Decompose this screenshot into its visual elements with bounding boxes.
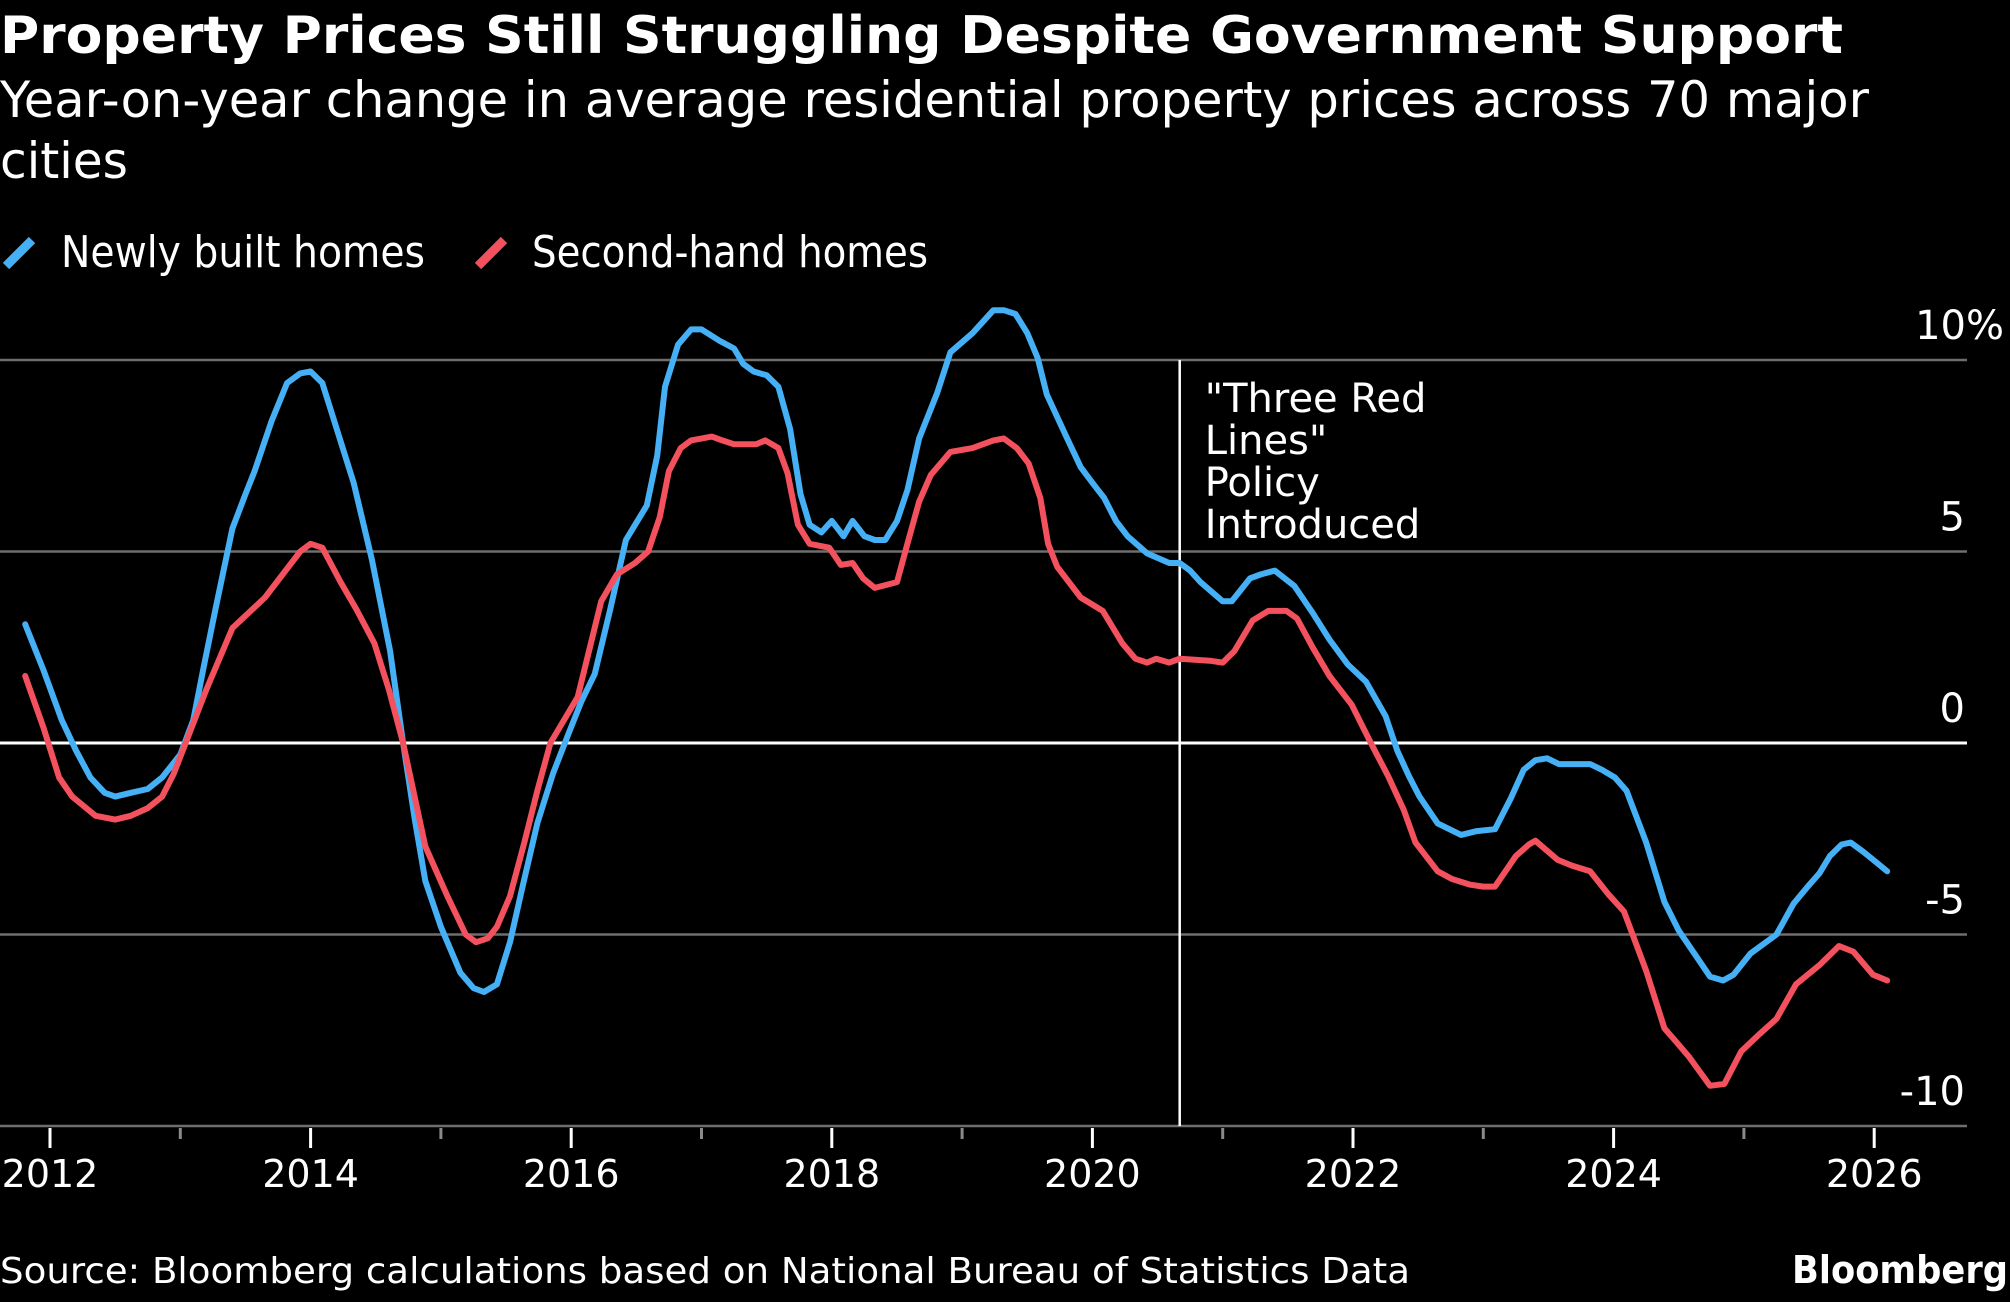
- chart-title: Property Prices Still Struggling Despite…: [0, 6, 1843, 66]
- blue-slash-legend-icon: [2, 236, 36, 270]
- x-tick-label: 2026: [1826, 1152, 1923, 1196]
- chart-subtitle-line-2: cities: [0, 132, 128, 190]
- bloomberg-logo: Bloomberg: [1792, 1248, 2008, 1292]
- x-tick-label: 2022: [1305, 1152, 1402, 1196]
- y-axis: 10% 5 0 -5 -10: [1900, 303, 2004, 1115]
- annotation-text-line: "Three Red: [1205, 376, 1427, 422]
- y-tick-label: 0: [1940, 686, 1965, 732]
- y-tick-label: 5: [1940, 495, 1965, 541]
- x-axis: 2012 2014 2016 2018 2020 2022 2026 2024: [2, 1128, 1923, 1196]
- x-tick-label: 2024: [1565, 1152, 1662, 1196]
- series-lines: [22, 307, 1891, 1089]
- red-slash-legend-icon: [474, 236, 508, 270]
- x-tick-label: 2016: [523, 1152, 620, 1196]
- chart-subtitle-line-1: Year-on-year change in average residenti…: [0, 71, 1869, 129]
- legend-label-second-hand: Second-hand homes: [532, 227, 928, 278]
- series-line-second-hand-homes: [22, 433, 1891, 1089]
- x-tick-label: 2014: [262, 1152, 359, 1196]
- y-tick-label: -10: [1900, 1069, 1965, 1115]
- y-tick-label: 10%: [1915, 303, 2004, 349]
- x-tick-label: 2020: [1044, 1152, 1141, 1196]
- annotation-text-line: Policy: [1205, 460, 1320, 506]
- gridlines: [0, 358, 1967, 1128]
- legend-label-newly-built: Newly built homes: [61, 227, 425, 278]
- x-tick-label: 2018: [783, 1152, 880, 1196]
- y-tick-label: -5: [1925, 878, 1965, 924]
- annotation-text-line: Lines": [1205, 418, 1328, 464]
- x-tick-label: 2012: [2, 1152, 99, 1196]
- legend: Newly built homes Second-hand homes: [2, 227, 928, 278]
- source-note: Source: Bloomberg calculations based on …: [0, 1251, 1410, 1292]
- series-line-newly-built-homes: [22, 307, 1891, 995]
- annotation-text-line: Introduced: [1205, 502, 1421, 548]
